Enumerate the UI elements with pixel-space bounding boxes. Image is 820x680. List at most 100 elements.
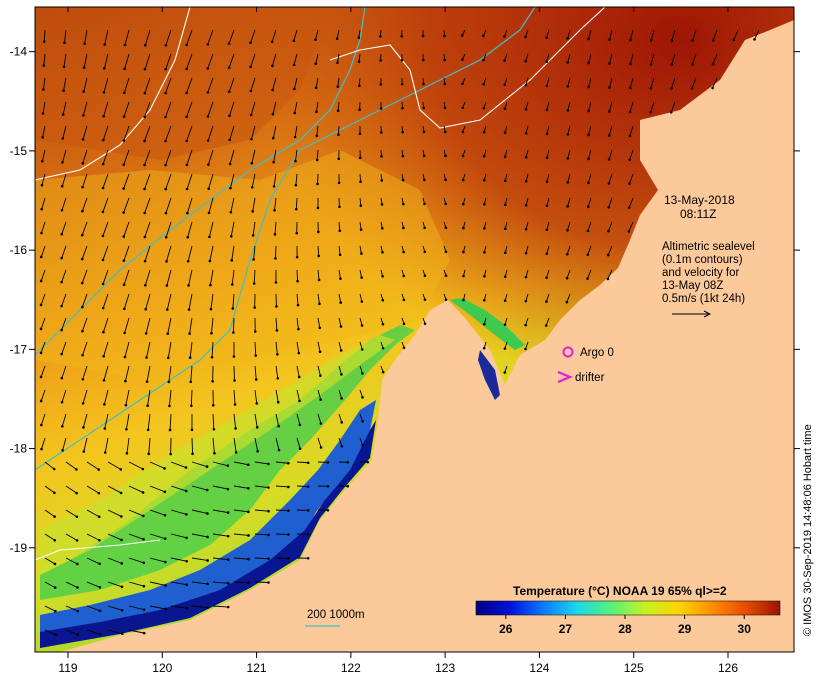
velocity-vector [101,293,109,310]
velocity-vector [649,101,655,114]
altimetry-legend-line: 13-May 08Z [662,280,723,292]
velocity-vector [39,293,46,307]
velocity-vector [275,485,290,489]
velocity-vector [170,581,189,587]
velocity-vector [123,341,130,359]
velocity-vector [146,389,151,408]
velocity-vector [379,29,382,38]
velocity-vector [462,221,466,230]
velocity-vector [149,581,167,587]
velocity-vector [144,293,151,311]
velocity-vector [338,389,343,400]
velocity-vector [380,317,385,326]
velocity-vector [294,197,298,211]
velocity-vector [143,173,151,191]
lat-tick-label: -19 [10,541,28,555]
velocity-vector [401,293,406,302]
velocity-vector [254,557,270,560]
velocity-vector [503,341,508,350]
velocity-vector [711,77,718,90]
velocity-vector [753,29,760,41]
velocity-vector [128,485,145,494]
velocity-vector [144,317,151,335]
cold-coastal-band [40,400,376,640]
velocity-vector [270,29,277,44]
velocity-vector [482,77,487,86]
velocity-vector [443,269,448,277]
velocity-vector [443,149,447,158]
velocity-vector [317,293,321,306]
velocity-vector [606,269,613,281]
velocity-vector [271,77,277,92]
velocity-vector [164,101,172,119]
velocity-vector [380,365,385,374]
velocity-vector [128,629,146,635]
velocity-vector [401,197,405,206]
velocity-vector [422,173,426,182]
velocity-vector [61,149,67,164]
velocity-vector [314,77,319,90]
velocity-vector [102,125,109,142]
velocity-vector [272,149,277,164]
king-sound [450,298,525,350]
velocity-vector [460,29,466,37]
velocity-vector [65,605,80,613]
velocity-vector [124,365,130,383]
altimetry-legend-line: Altimetric sealevel [662,241,755,253]
velocity-vector [566,173,571,184]
velocity-vector [503,197,508,206]
velocity-vector [317,317,322,330]
velocity-vector [482,53,487,62]
velocity-vector [316,197,320,210]
velocity-vector [315,149,319,162]
velocity-vector [608,125,613,137]
velocity-vector [317,508,330,512]
velocity-vector [107,533,123,542]
velocity-vector [233,557,250,561]
velocity-vector [81,293,88,309]
velocity-vector [359,460,370,464]
velocity-vector [254,413,259,429]
argo-marker [562,346,574,358]
velocity-vector [586,221,592,233]
yellow-green-shelf [40,335,395,575]
velocity-vector [422,269,427,278]
velocity-vector [39,269,46,283]
velocity-vector [669,101,676,114]
sealevel-contour-1 [35,7,191,181]
velocity-vector [185,125,193,143]
velocity-vector [274,245,277,260]
velocity-vector [422,221,426,230]
velocity-vector [107,605,124,612]
velocity-vector [102,365,109,382]
velocity-vector [586,197,592,209]
velocity-vector [208,221,214,239]
velocity-vector [60,413,67,428]
velocity-vector [337,125,340,137]
velocity-vector [401,341,406,350]
velocity-vector [125,413,130,431]
velocity-vector [359,221,363,231]
velocity-vector [44,629,57,637]
velocity-vector [41,125,46,139]
velocity-vector [524,77,529,87]
velocity-vector [359,437,364,447]
argo-label: Argo 0 [580,347,614,359]
velocity-vector [81,197,88,213]
velocity-vector [187,293,193,311]
velocity-vector [233,485,250,490]
velocity-vector [39,365,46,379]
velocity-vector [545,245,550,256]
velocity-vector [210,317,214,335]
velocity-vector [128,509,145,518]
velocity-vector [379,53,382,62]
velocity-vector [401,173,405,182]
velocity-vector [503,77,508,86]
velocity-vector [61,101,67,116]
velocity-vector [60,293,67,308]
velocity-vector [461,77,466,85]
velocity-vector [357,29,361,39]
velocity-vector [711,53,718,66]
velocity-vector [422,149,426,158]
velocity-vector [628,77,634,90]
